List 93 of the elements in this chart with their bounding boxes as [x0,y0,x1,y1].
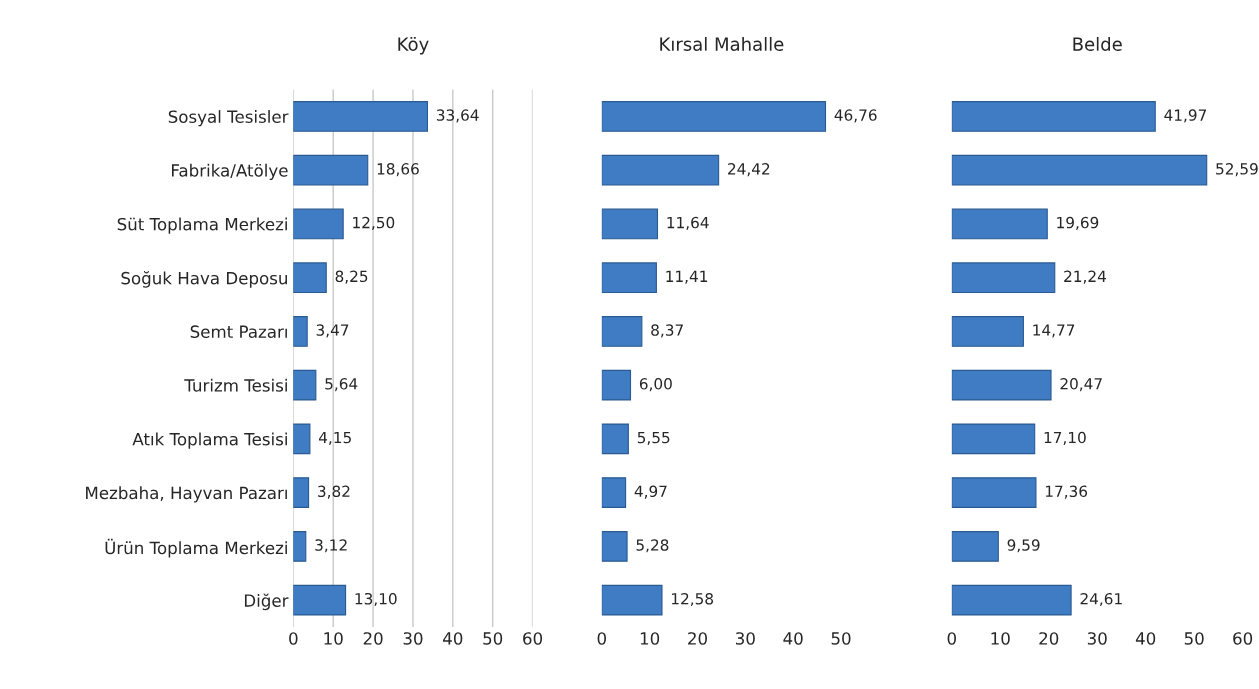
x-tick-label: 40 [1135,632,1156,645]
y-tick-label: Soğuk Hava Deposu [121,271,287,288]
data-label: 9,59 [1007,539,1040,553]
data-label: 12,58 [672,593,714,607]
data-label: 24,42 [728,163,770,177]
bar [293,477,310,508]
bar [601,584,663,616]
bar [601,208,659,240]
bar [601,423,629,455]
y-tick-label: Turizm Tesisi [184,378,287,392]
bar [951,208,1048,240]
data-label: 20,47 [1060,378,1102,392]
chart-title: Belde [1073,36,1122,51]
bar [293,262,327,294]
y-tick-label: Mezbaha, Hayvan Pazarı [86,486,287,503]
x-tick-label: 10 [324,632,343,645]
data-label: 5,28 [636,539,669,553]
x-tick-label: 0 [597,632,606,645]
data-label: 52,59 [1216,163,1258,177]
x-tick-label: 50 [1184,632,1204,645]
bar [951,262,1056,294]
bar [293,531,307,562]
bar [293,101,429,132]
x-tick-label: 10 [991,632,1010,645]
x-tick-label: 20 [1039,632,1059,645]
y-tick-label: Atık Toplama Tesisi [132,432,287,449]
bar [951,584,1072,616]
x-tick-label: 30 [1087,632,1107,645]
x-tick-label: 0 [289,632,298,645]
data-label: 5,55 [637,431,670,445]
bar [951,101,1156,132]
bar [601,316,643,347]
data-label: 8,37 [651,324,683,338]
x-tick-label: 0 [947,632,956,645]
x-tick-label: 10 [640,632,660,645]
data-label: 8,25 [335,270,368,284]
x-tick-label: 40 [443,632,463,645]
data-label: 18,66 [377,163,419,177]
chart-title: Köy [398,37,429,55]
x-tick-label: 20 [688,632,707,645]
data-label: 33,64 [436,109,479,123]
y-tick-label: Süt Toplama Merkezi [117,217,287,234]
y-tick-label: Sosyal Tesisler [168,110,289,127]
bar [951,531,999,562]
y-tick-label: Ürün Toplama Merkezi [105,538,287,558]
x-tick-label: 40 [783,632,803,645]
bar [951,369,1052,401]
x-tick-label: 50 [831,632,851,645]
x-tick-label: 30 [735,632,755,645]
data-label: 13,10 [355,593,397,607]
bar [601,531,628,562]
y-tick-label: Fabrika/Atölye [172,163,288,180]
bar [951,423,1036,455]
x-tick-label: 30 [403,632,423,645]
x-tick-label: 50 [483,632,503,645]
bar [951,154,1208,186]
bar [293,423,311,455]
bar [293,208,344,240]
data-label: 4,97 [634,485,667,499]
data-label: 17,10 [1044,431,1086,445]
bar [293,584,347,616]
data-label: 12,50 [353,216,395,230]
bar [601,369,632,401]
data-label: 5,64 [325,378,358,392]
data-label: 24,61 [1080,593,1122,607]
data-label: 3,12 [315,539,347,553]
bar [601,477,627,508]
data-label: 41,97 [1164,109,1206,123]
data-label: 21,24 [1064,270,1106,284]
data-label: 19,69 [1057,216,1099,230]
y-tick-label: Diğer [244,593,289,611]
data-label: 11,41 [666,270,708,284]
data-label: 3,82 [318,485,350,499]
bar [951,477,1037,508]
bar [601,154,720,186]
bar [293,369,317,401]
bar [293,316,308,347]
x-tick-label: 60 [523,632,543,645]
x-tick-label: 60 [1233,632,1253,645]
data-label: 3,47 [316,324,349,338]
data-label: 4,15 [318,431,351,445]
data-label: 46,76 [834,109,877,123]
data-label: 6,00 [639,378,672,392]
data-label: 14,77 [1033,324,1075,338]
bar [601,101,827,132]
chart-title: Kırsal Mahalle [660,36,784,51]
bar [293,154,369,186]
x-tick-label: 20 [363,632,383,645]
y-tick-label: Semt Pazarı [190,325,287,338]
bar [951,316,1024,347]
data-label: 11,64 [667,216,709,230]
data-label: 17,36 [1045,485,1088,499]
bar [601,262,657,294]
